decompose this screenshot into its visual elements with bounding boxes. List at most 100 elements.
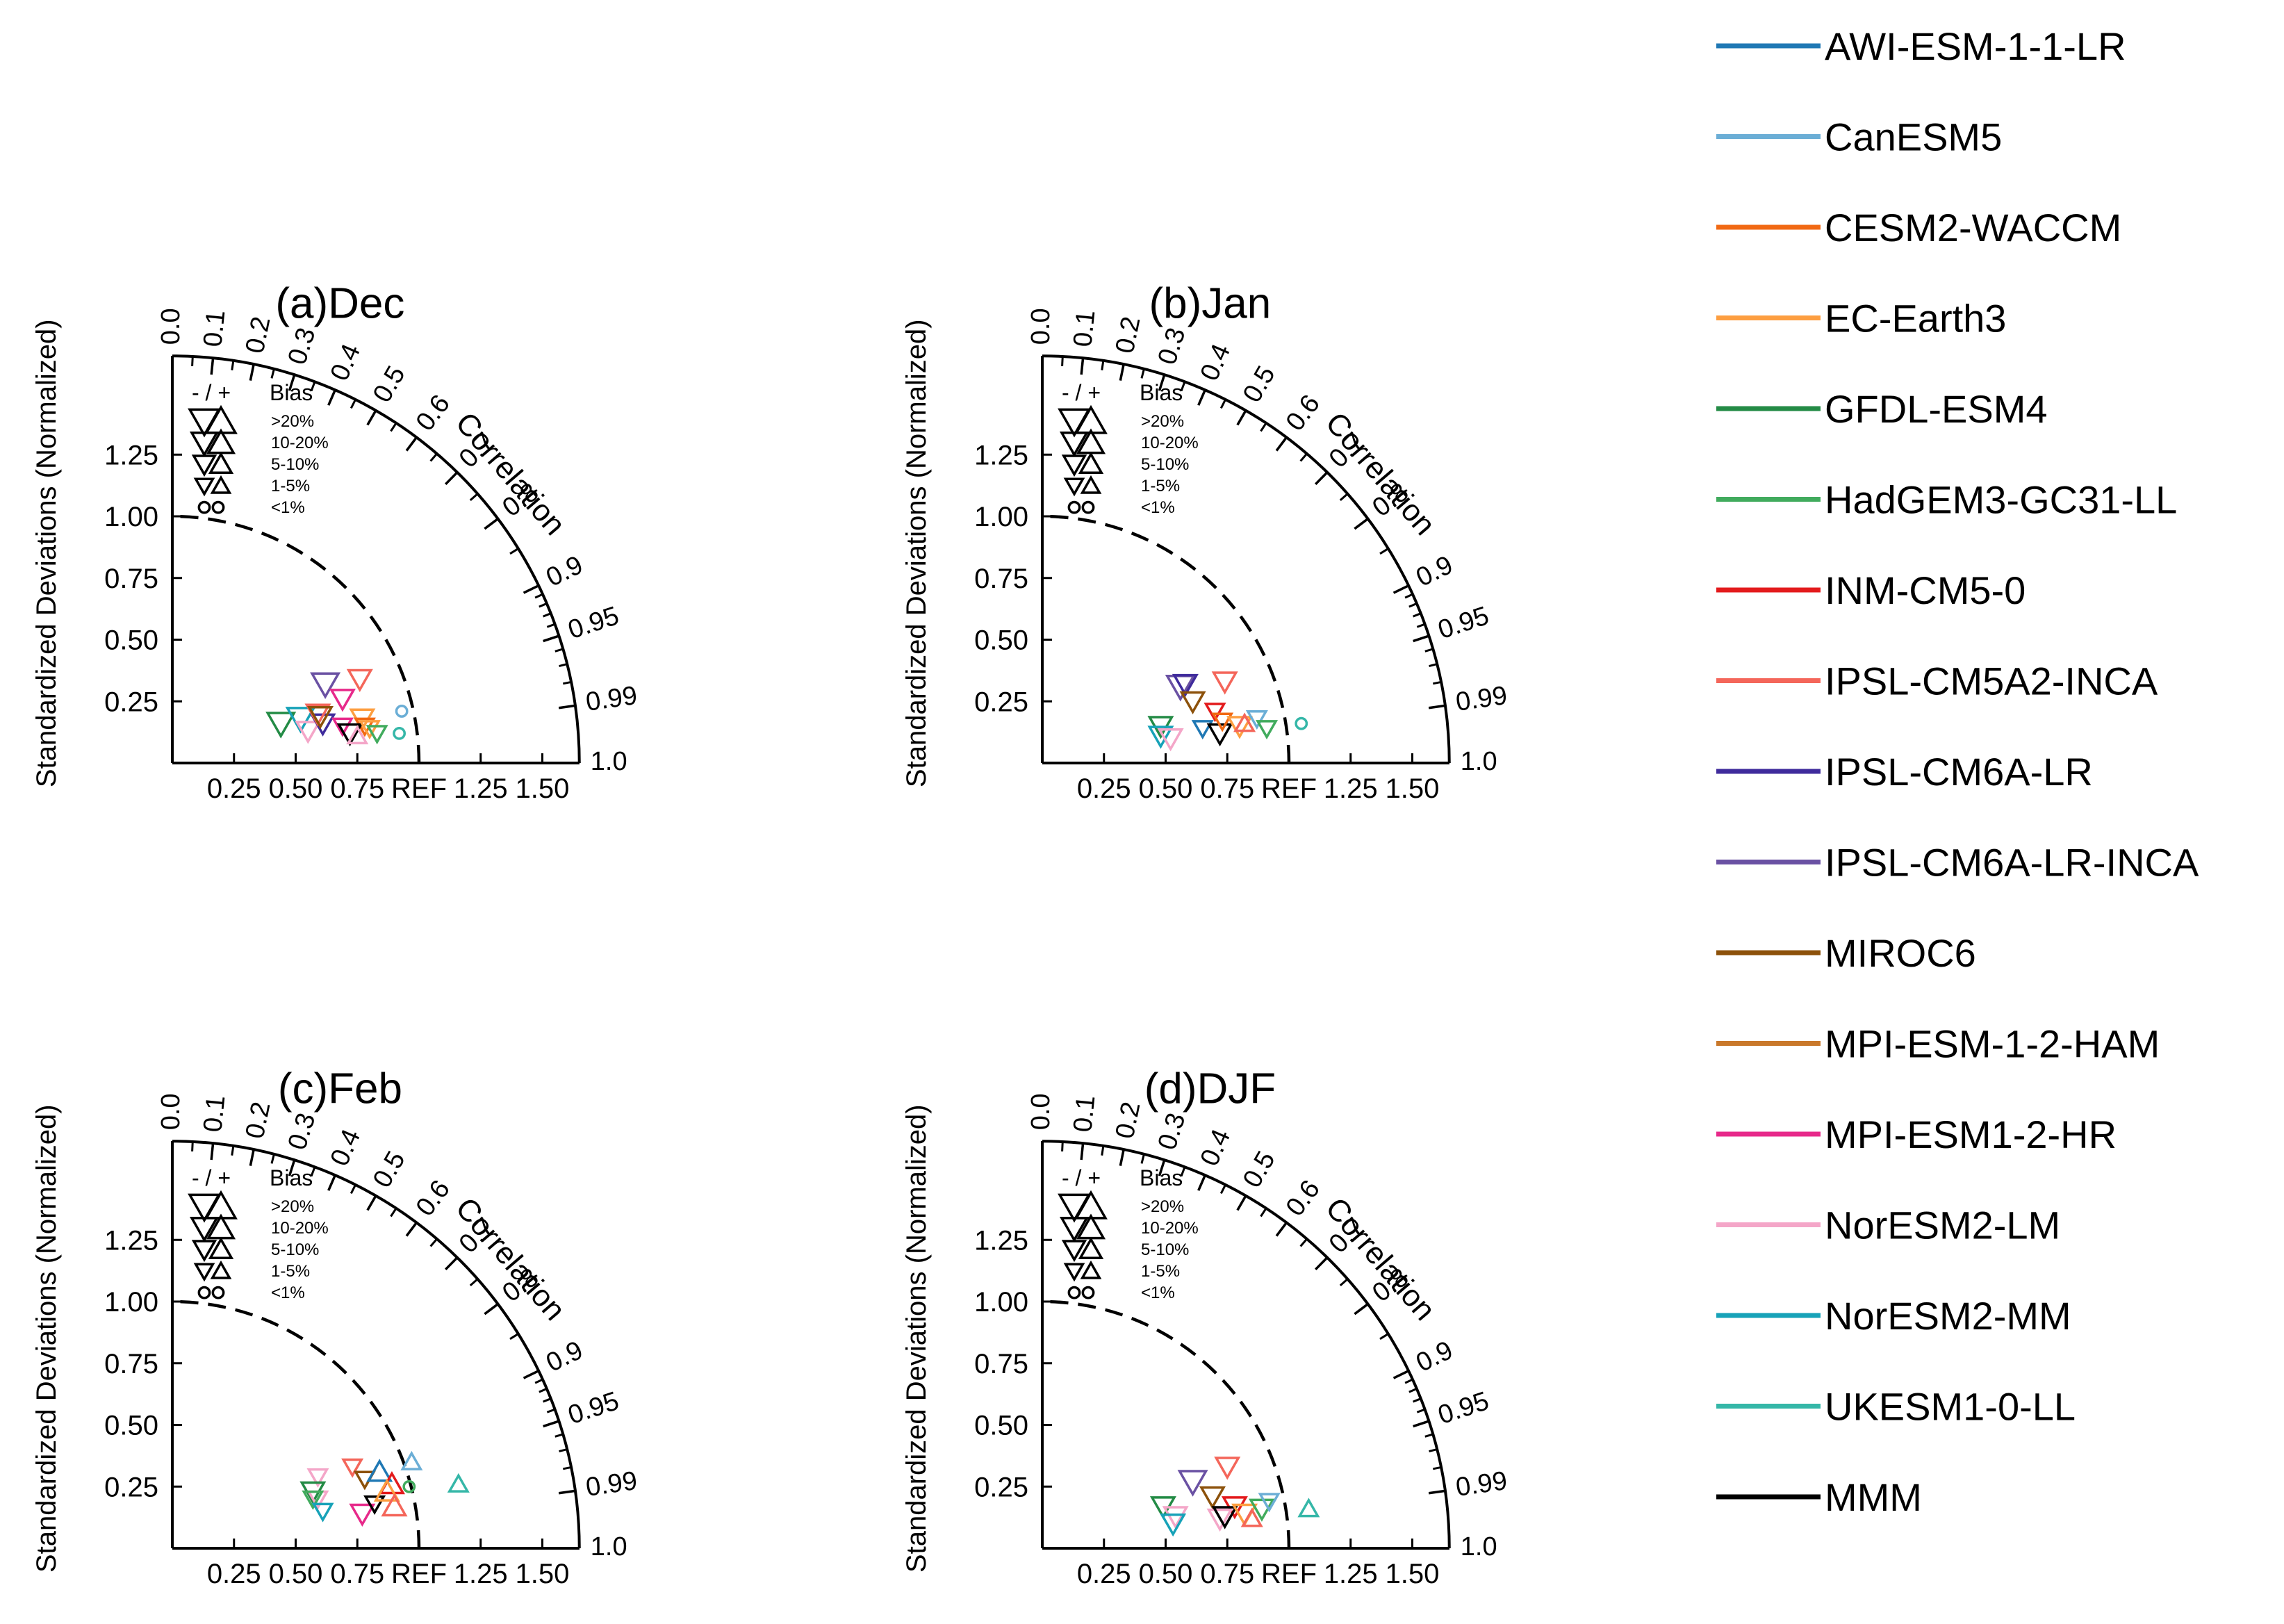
corr-major-tick — [1354, 518, 1369, 530]
corr-major-tick — [543, 1420, 560, 1428]
bias-row-label: >20% — [1141, 412, 1184, 431]
taylor-panel: (a)Dec Standardized Deviations (Normalize… — [31, 279, 639, 804]
y-tick-label: 1.00 — [974, 1287, 1028, 1318]
data-point — [341, 1458, 364, 1478]
bias-circle-marker — [197, 1286, 211, 1299]
x-tick-label: 0.75 — [1200, 773, 1254, 804]
corr-minor-tick — [562, 1466, 572, 1470]
data-point — [285, 707, 316, 734]
corr-major-tick — [444, 1256, 459, 1271]
reference-arc — [172, 514, 421, 764]
corr-minor-tick — [1408, 1388, 1418, 1393]
corr-minor-tick — [1101, 1145, 1105, 1156]
corr-tick-label: 0.1 — [198, 1094, 231, 1133]
corr-tick-label: 0.5 — [368, 361, 411, 408]
corr-major-tick — [558, 704, 576, 710]
corr-tick-label: 0.9 — [1412, 1336, 1458, 1378]
corr-minor-tick — [562, 680, 572, 685]
data-point — [346, 725, 369, 745]
corr-major-tick — [1197, 1174, 1206, 1191]
corr-tick-label: 0.2 — [240, 1099, 277, 1141]
y-tick-label: 0.75 — [104, 564, 158, 594]
y-tick-label: 1.00 — [974, 502, 1028, 532]
panel-title: (a)Dec — [275, 279, 404, 327]
corr-minor-tick — [543, 1397, 552, 1403]
corr-tick-label: 0.95 — [1434, 601, 1492, 645]
bias-down-marker — [1059, 1216, 1090, 1242]
corr-major-tick — [484, 518, 499, 530]
corr-minor-tick — [1416, 1408, 1426, 1413]
data-point — [447, 1473, 470, 1493]
corr-tick-label: 0.9 — [542, 1336, 588, 1378]
corr-minor-tick — [310, 381, 316, 391]
corr-major-tick — [1392, 584, 1409, 594]
legend-label: IPSL-CM6A-LR-INCA — [1825, 841, 2199, 885]
corr-minor-tick — [509, 548, 519, 555]
corr-minor-tick — [509, 1333, 519, 1340]
corr-minor-tick — [390, 422, 397, 432]
corr-minor-tick — [350, 399, 356, 409]
corr-major-tick — [523, 584, 539, 594]
x-tick-label: 0.75 — [1200, 1559, 1254, 1589]
corr-minor-tick — [1404, 1378, 1413, 1384]
corr-tick-label: 0.99 — [584, 1466, 639, 1502]
x-tick-label: 0.50 — [1139, 1559, 1193, 1589]
bias-row-label: <1% — [271, 1283, 305, 1302]
reference-arc — [172, 1299, 421, 1549]
y-tick-label: 0.50 — [104, 1411, 158, 1441]
corr-minor-tick — [1413, 612, 1422, 618]
corr-minor-tick — [1432, 1466, 1442, 1470]
taylor-panel: (c)Feb Standardized Deviations (Normalize… — [31, 1065, 639, 1589]
bias-row-label: 10-20% — [1141, 434, 1199, 452]
data-point — [1226, 716, 1254, 739]
correlation-title: Correlation — [1319, 1191, 1442, 1327]
data-point — [295, 721, 322, 744]
data-point — [302, 1490, 324, 1510]
data-point — [402, 1479, 416, 1493]
corr-tick-label: 0.2 — [240, 314, 277, 356]
data-point — [1245, 710, 1268, 730]
x-tick-label: 1.25 — [1324, 773, 1378, 804]
corr-minor-tick — [231, 360, 235, 370]
correlation-title: Correlation — [1319, 406, 1442, 541]
corr-tick-label: 0.6 — [1281, 1175, 1326, 1222]
corr-minor-tick — [310, 1166, 316, 1176]
data-point — [1177, 1470, 1208, 1497]
corr-major-tick — [1275, 436, 1288, 452]
data-point — [1172, 673, 1199, 698]
corr-minor-tick — [1429, 663, 1438, 667]
taylor-panels: (a)Dec Standardized Deviations (Normalize… — [31, 279, 1509, 1589]
corr-major-tick — [1413, 1420, 1430, 1428]
corr-major-tick — [1119, 363, 1125, 381]
corr-major-tick — [288, 374, 296, 391]
bias-down-marker — [188, 1193, 221, 1223]
data-point — [1157, 728, 1184, 752]
x-tick-label: 0.25 — [1077, 773, 1131, 804]
legend-label: MMM — [1825, 1475, 1922, 1519]
bias-signs: - / + — [1062, 1165, 1101, 1190]
corr-tick-label: 0.3 — [283, 1110, 322, 1154]
bias-signs: - / + — [192, 1165, 231, 1190]
panel-title: (d)DJF — [1144, 1065, 1276, 1113]
bias-down-marker — [189, 1216, 220, 1242]
bias-row-label: 1-5% — [271, 1262, 310, 1281]
corr-minor-tick — [1140, 368, 1145, 379]
x-tick-label: 1.25 — [454, 1559, 508, 1589]
corr-minor-tick — [429, 452, 438, 462]
corr-major-tick — [1275, 1222, 1288, 1237]
corr-minor-tick — [534, 1378, 543, 1384]
x-tick-label: 0.50 — [269, 1559, 323, 1589]
x-tick-label: 1.50 — [516, 773, 570, 804]
corr-minor-tick — [1432, 680, 1442, 685]
corr-tick-label: 0.9 — [542, 550, 588, 593]
data-point — [329, 689, 356, 712]
data-point — [366, 1459, 393, 1482]
corr-minor-tick — [554, 648, 564, 653]
corr-major-tick — [1080, 1143, 1085, 1160]
correlation-arc — [1042, 1140, 1451, 1549]
x-tick-label: REF — [1261, 1559, 1317, 1589]
corr-major-tick — [1080, 358, 1085, 375]
corr-major-tick — [444, 471, 459, 486]
corr-major-tick — [249, 363, 255, 381]
corr-minor-tick — [1299, 1238, 1308, 1247]
